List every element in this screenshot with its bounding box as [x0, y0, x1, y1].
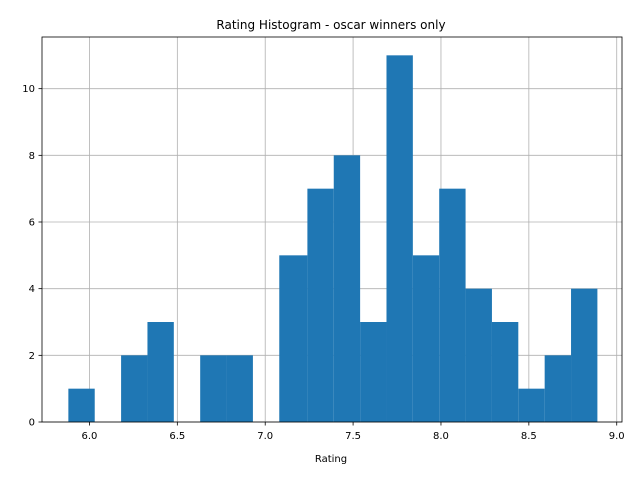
histogram-bar	[465, 288, 492, 422]
x-axis-ticks: 6.0 6.5 7.0 7.5 8.0 8.5 9.0	[82, 422, 625, 442]
plot-frame	[41, 36, 623, 423]
x-axis-label: Rating	[315, 454, 347, 465]
histogram-bar	[544, 355, 572, 422]
histogram-bar	[412, 255, 440, 422]
x-tick-label: 7.0	[257, 431, 273, 442]
histogram-bar	[121, 355, 148, 422]
x-tick-label: 6.5	[169, 431, 185, 442]
histogram-bar	[571, 288, 598, 422]
y-tick-label: 10	[22, 84, 35, 95]
histogram-bar	[333, 155, 361, 423]
y-tick-label: 2	[29, 351, 35, 362]
y-tick-label: 8	[29, 151, 35, 162]
chart-title: Rating Histogram - oscar winners only	[216, 18, 445, 32]
x-tick-label: 8.5	[521, 431, 537, 442]
y-tick-label: 0	[29, 418, 35, 429]
y-tick-label: 6	[29, 218, 35, 229]
histogram-bar	[200, 355, 227, 422]
x-tick-label: 6.0	[82, 431, 98, 442]
histogram-bars	[68, 55, 598, 423]
histogram-bar	[307, 188, 334, 422]
x-tick-label: 8.0	[433, 431, 449, 442]
x-tick-label: 9.0	[609, 431, 625, 442]
histogram-bar	[147, 322, 174, 422]
histogram-bar	[491, 322, 519, 422]
y-tick-label: 4	[29, 284, 35, 295]
y-axis-ticks: 0 2 4 6 8 10	[22, 84, 42, 429]
histogram-bar	[68, 388, 95, 422]
histogram-bar	[386, 55, 413, 422]
histogram-bar	[360, 322, 387, 422]
histogram-bar	[439, 188, 466, 422]
histogram-bar	[279, 255, 308, 422]
histogram-bar	[518, 388, 545, 422]
histogram-bar	[226, 355, 253, 422]
x-tick-label: 7.5	[345, 431, 361, 442]
